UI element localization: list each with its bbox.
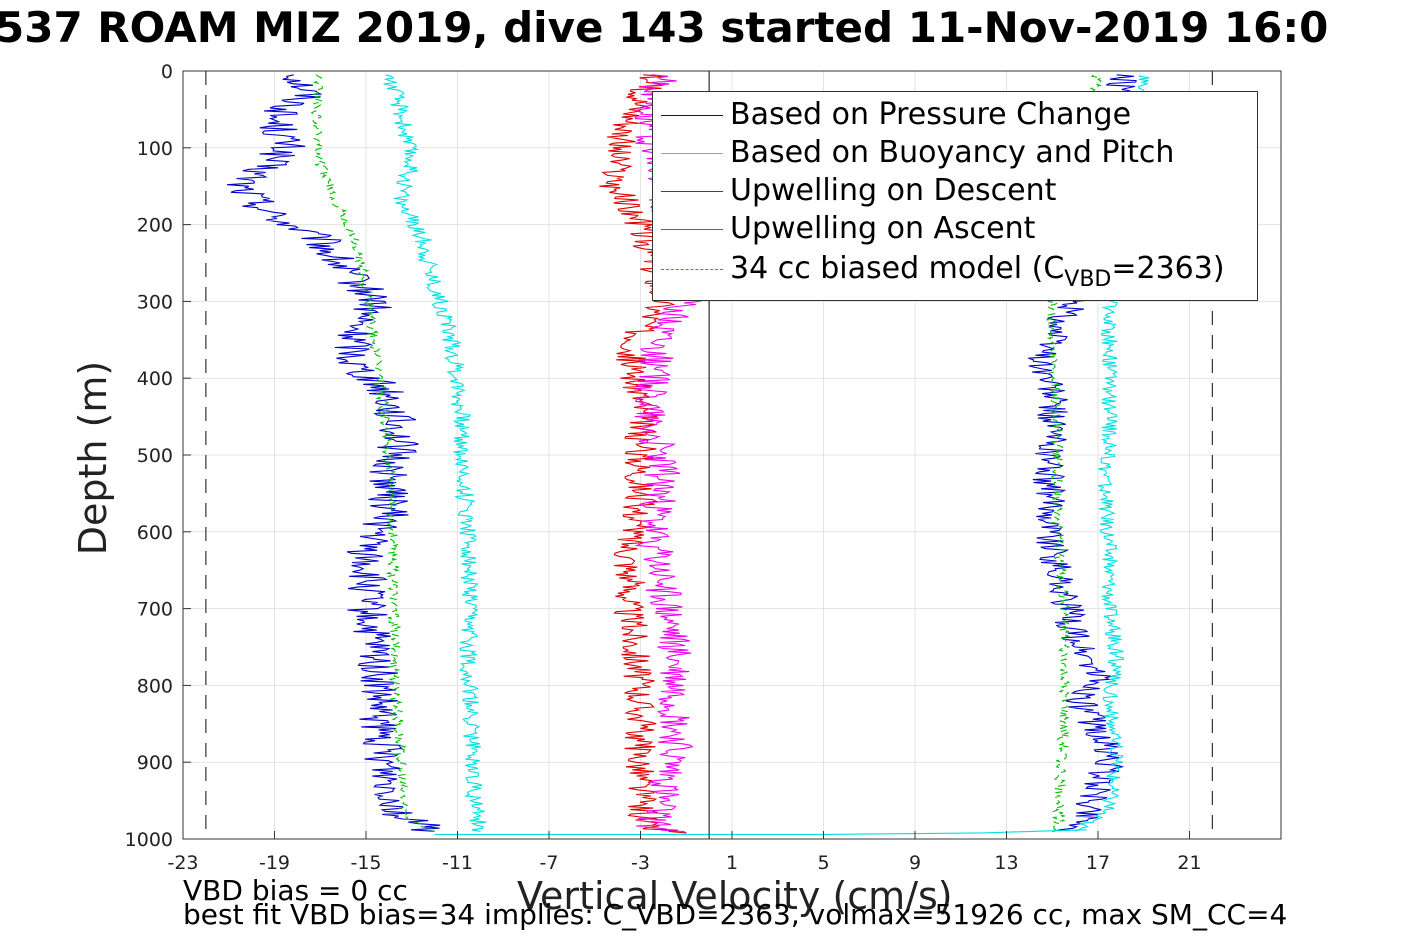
y-tick-label: 300 bbox=[137, 291, 173, 313]
x-tick-label: 9 bbox=[909, 852, 921, 874]
x-axis-label: Vertical Velocity (cm/s) bbox=[517, 874, 953, 918]
legend-swatch bbox=[661, 269, 723, 270]
vbd-bias-note: VBD bias = 0 cc bbox=[183, 874, 408, 907]
legend-label: Upwelling on Descent bbox=[730, 173, 1057, 208]
x-tick-label: 13 bbox=[994, 852, 1018, 874]
y-tick-label: 800 bbox=[137, 675, 173, 697]
legend-label-sub: VBD bbox=[1064, 267, 1112, 292]
legend-item-buoyancy-pitch: Based on Buoyancy and Pitch bbox=[653, 134, 1257, 172]
best-fit-note: best fit VBD bias=34 implies: C_VBD=2363… bbox=[183, 898, 1288, 931]
legend-swatch bbox=[661, 153, 723, 154]
legend-label: Based on Pressure Change bbox=[730, 97, 1132, 132]
legend-item-upwelling-descent: Upwelling on Descent bbox=[653, 172, 1257, 210]
series-bottom_sweep bbox=[434, 829, 1087, 835]
x-tick-label: -19 bbox=[259, 852, 290, 874]
axis-ticks: -23 -19 -15 -11 -7 -3 1 5 9 13 17 21 0 100 200 300 400 50… bbox=[125, 61, 1202, 874]
legend-swatch bbox=[661, 229, 723, 230]
y-tick-label: 400 bbox=[137, 368, 173, 390]
y-tick-label: 0 bbox=[161, 61, 173, 83]
x-tick-label: 21 bbox=[1177, 852, 1201, 874]
y-tick-label: 500 bbox=[137, 445, 173, 467]
y-axis-label: Depth (m) bbox=[71, 360, 115, 556]
y-tick-label: 1000 bbox=[125, 829, 173, 851]
legend-item-pressure-change: Based on Pressure Change bbox=[653, 96, 1257, 134]
y-tick-label: 600 bbox=[137, 522, 173, 544]
chart-title: 537 ROAM MIZ 2019, dive 143 started 11-N… bbox=[0, 3, 1329, 52]
legend-swatch bbox=[661, 191, 723, 192]
x-tick-label: -15 bbox=[350, 852, 381, 874]
y-tick-label: 200 bbox=[137, 215, 173, 237]
y-tick-label: 700 bbox=[137, 599, 173, 621]
x-tick-label: -11 bbox=[442, 852, 473, 874]
legend-label: 34 cc biased model (CVBD=2363) bbox=[730, 250, 1225, 291]
y-tick-label: 900 bbox=[137, 752, 173, 774]
legend-item-biased-model: 34 cc biased model (CVBD=2363) bbox=[653, 250, 1257, 291]
legend-label: Upwelling on Ascent bbox=[730, 211, 1036, 246]
x-tick-label: 1 bbox=[726, 852, 738, 874]
series-buoy_desc bbox=[383, 74, 487, 832]
legend-swatch bbox=[661, 115, 723, 116]
legend-label-pre: 34 cc biased model (C bbox=[730, 251, 1065, 286]
x-tick-label: -7 bbox=[540, 852, 559, 874]
legend-item-upwelling-ascent: Upwelling on Ascent bbox=[653, 210, 1257, 248]
legend: Based on Pressure Change Based on Buoyan… bbox=[652, 91, 1258, 301]
x-tick-label: -3 bbox=[631, 852, 650, 874]
data-series bbox=[226, 74, 1150, 835]
series-pressure_desc bbox=[226, 74, 441, 832]
x-tick-label: -23 bbox=[167, 852, 198, 874]
legend-label-post: =2363) bbox=[1111, 251, 1225, 286]
legend-label: Based on Buoyancy and Pitch bbox=[730, 135, 1175, 170]
y-tick-label: 100 bbox=[137, 138, 173, 160]
x-tick-label: 17 bbox=[1086, 852, 1110, 874]
series-upwell_desc bbox=[599, 74, 687, 834]
series-model_desc bbox=[309, 74, 435, 832]
x-tick-label: 5 bbox=[817, 852, 829, 874]
